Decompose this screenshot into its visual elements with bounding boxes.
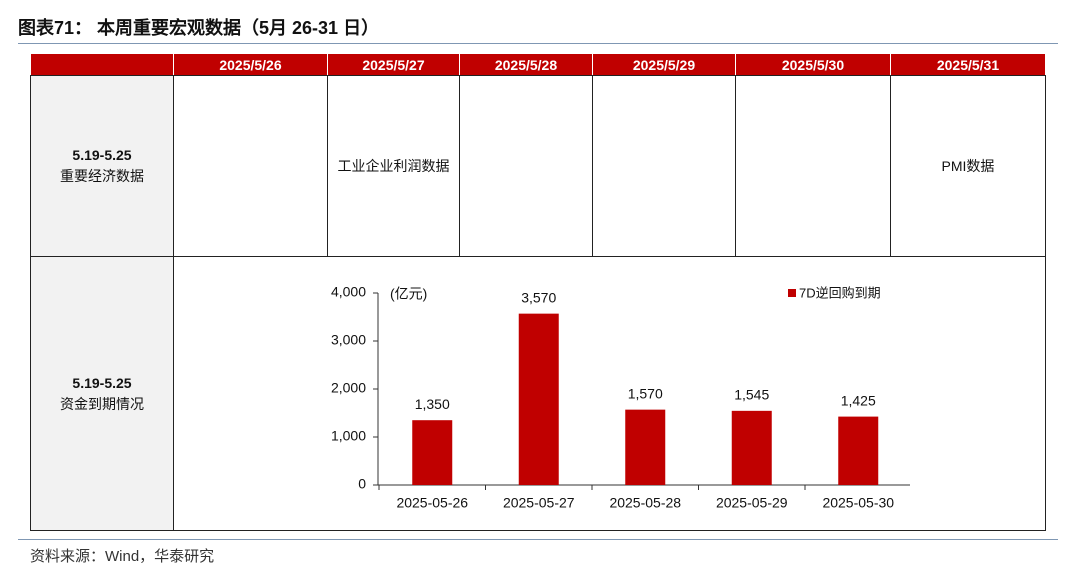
header-cell: 2025/5/26 (173, 53, 328, 76)
value-label: 1,350 (415, 396, 450, 412)
rule (18, 43, 1058, 44)
bar (838, 416, 879, 485)
y-tick-label: 1,000 (331, 428, 366, 444)
row-label-line: 5.19-5.25 (72, 374, 132, 391)
value-label: 1,570 (628, 385, 663, 401)
legend-swatch (788, 289, 796, 297)
header-cell: 2025/5/31 (890, 53, 1046, 76)
row-label: 5.19-5.25 资金到期情况 (30, 256, 174, 531)
row-label: 5.19-5.25 重要经济数据 (30, 75, 174, 257)
table-cell (173, 256, 1046, 531)
y-tick-label: 0 (358, 476, 366, 492)
row-label-line: 重要经济数据 (60, 168, 144, 184)
bar (625, 409, 666, 485)
row-label-line: 5.19-5.25 (72, 147, 132, 163)
bar (731, 410, 772, 485)
cell-text: 工业企业利润数据 (337, 157, 450, 174)
row-label-line: 资金到期情况 (60, 395, 144, 412)
cell-text: PMI数据 (941, 157, 995, 174)
x-tick-label: 2025-05-28 (609, 495, 681, 511)
figure-title: 图表71： 本周重要宏观数据（5月 26-31 日） (18, 18, 380, 38)
y-tick-label: 3,000 (331, 332, 366, 348)
x-tick-label: 2025-05-29 (716, 495, 788, 511)
bar (412, 420, 453, 485)
y-tick-label: 2,000 (331, 380, 366, 396)
value-label: 1,545 (734, 387, 769, 403)
x-tick-label: 2025-05-27 (503, 495, 575, 511)
value-label: 1,425 (841, 392, 876, 408)
x-tick-label: 2025-05-30 (822, 495, 894, 511)
value-label: 3,570 (521, 289, 556, 305)
header-cell: 2025/5/27 (327, 53, 460, 76)
source: 资料来源：Wind，华泰研究 (30, 548, 215, 565)
header-cell: 2025/5/30 (735, 53, 891, 76)
bar (518, 313, 559, 485)
y-tick-label: 4,000 (331, 284, 366, 300)
rule (18, 539, 1058, 540)
unit-label: (亿元) (390, 286, 427, 302)
legend-label: 7D逆回购到期 (799, 285, 881, 300)
x-tick-label: 2025-05-26 (396, 495, 468, 511)
